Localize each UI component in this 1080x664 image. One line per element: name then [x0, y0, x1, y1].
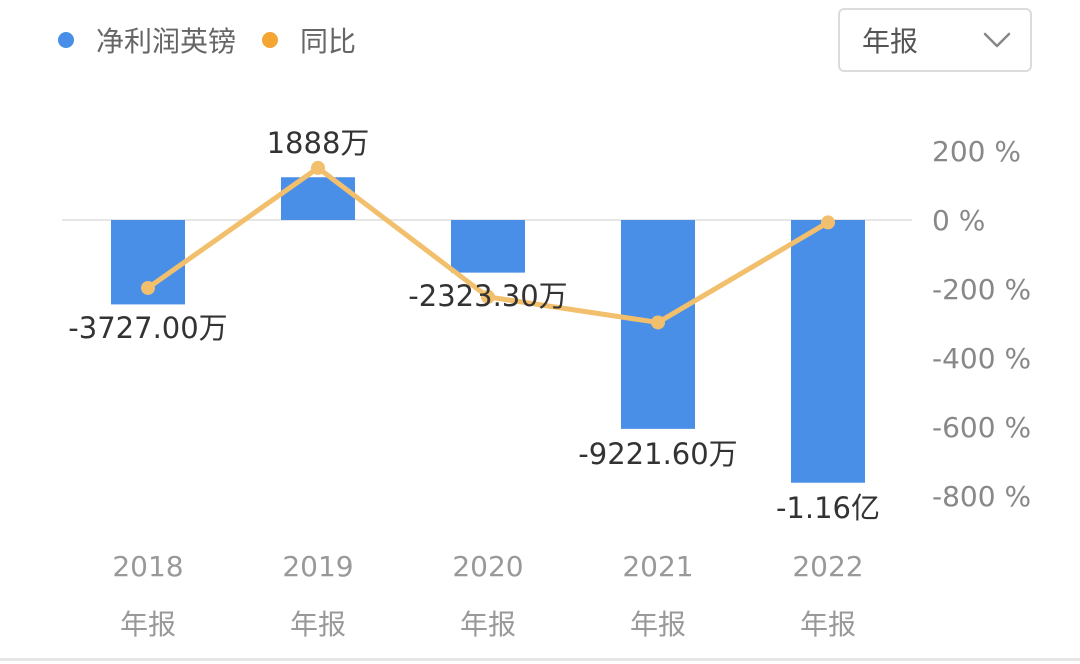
legend-dot-yoy: [262, 32, 279, 48]
yoy-point-2022: [821, 215, 835, 230]
bar-2020: [451, 220, 525, 273]
x-tick-label-2018: 2018: [112, 550, 183, 583]
legend-label-yoy: 同比: [300, 25, 357, 58]
period-select-value: 年报: [862, 25, 919, 58]
legend-label-net-profit: 净利润英镑: [96, 25, 237, 58]
bar-2022: [791, 220, 865, 483]
y2-tick-label: -800 %: [932, 480, 1031, 513]
x-tick-label-2019: 2019: [282, 550, 353, 583]
period-select[interactable]: 年报: [838, 8, 1032, 72]
y2-tick-label: 0 %: [932, 204, 985, 237]
legend-item-yoy[interactable]: 同比: [262, 20, 356, 60]
bar-value-label: -1.16亿: [776, 491, 880, 525]
x-tick-label-2022: 2022: [792, 550, 863, 583]
y2-tick-label: -400 %: [932, 342, 1031, 375]
y2-tick-label: -200 %: [932, 273, 1031, 306]
yoy-point-2020: [481, 289, 495, 304]
x-tick-sublabel: 年报: [120, 608, 176, 641]
bar-value-label: -9221.60万: [578, 437, 737, 471]
x-tick-label-2020: 2020: [452, 550, 523, 583]
bar-value-label: -2323.30万: [408, 279, 567, 313]
yoy-point-2019: [311, 160, 325, 175]
legend-item-net-profit[interactable]: 净利润英镑: [58, 20, 236, 60]
x-tick-sublabel: 年报: [290, 608, 346, 641]
x-tick-sublabel: 年报: [800, 608, 856, 641]
x-tick-sublabel: 年报: [460, 608, 516, 641]
x-tick-label-2021: 2021: [622, 550, 693, 583]
y2-tick-label: -600 %: [932, 411, 1031, 444]
y2-tick-label: 200 %: [932, 135, 1021, 168]
bar-value-label: -3727.00万: [68, 311, 227, 345]
yoy-point-2021: [651, 315, 665, 330]
bottom-divider: [0, 658, 1080, 661]
yoy-point-2018: [141, 280, 155, 295]
bar-value-label: 1888万: [267, 126, 370, 160]
legend-dot-net-profit: [58, 32, 74, 48]
chart-legend: 净利润英镑 同比: [58, 18, 356, 62]
chevron-down-icon: [983, 32, 1011, 48]
x-tick-sublabel: 年报: [630, 608, 686, 641]
